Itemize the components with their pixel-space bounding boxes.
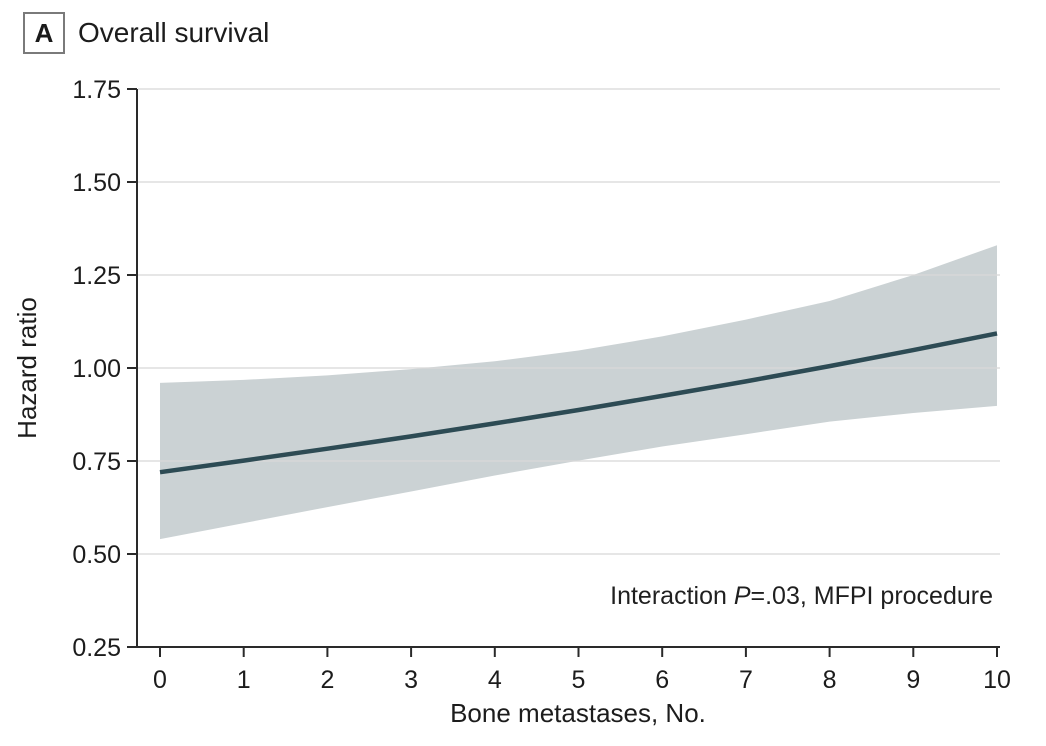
y-tick-label: 0.50: [72, 541, 121, 569]
ci-band: [160, 245, 997, 540]
x-tick-label: 4: [488, 666, 502, 694]
y-tick-label: 1.00: [72, 355, 121, 383]
x-tick-label: 10: [983, 666, 1011, 694]
x-tick-group: 0 1 2 3 4 5 6 7 8 9 10: [153, 647, 1011, 694]
x-tick-label: 3: [404, 666, 418, 694]
hazard-ratio-line: [159, 331, 998, 475]
interaction-annotation: Interaction P=.03, MFPI procedure: [610, 582, 993, 610]
x-tick-label: 8: [823, 666, 837, 694]
panel-label-badge: A: [23, 12, 65, 54]
x-tick-label: 2: [320, 666, 334, 694]
y-tick-label: 0.25: [72, 634, 121, 662]
y-tick-label: 1.75: [72, 76, 121, 104]
x-tick-label: 9: [906, 666, 920, 694]
ci-band-group: [160, 245, 997, 540]
x-tick-label: 6: [655, 666, 669, 694]
annotation-prefix: Interaction: [610, 582, 734, 610]
annotation-suffix: =.03, MFPI procedure: [751, 582, 993, 610]
x-tick-label: 0: [153, 666, 167, 694]
gridlines: [138, 88, 1000, 555]
y-tick-group: 0.25 0.50 0.75 1.00 1.25 1.50 1.75: [72, 76, 137, 662]
x-axis-label: Bone metastases, No.: [450, 698, 706, 728]
x-tick-label: 5: [572, 666, 586, 694]
hr-line-group: [159, 331, 998, 475]
y-tick-label: 0.75: [72, 448, 121, 476]
y-axis-label: Hazard ratio: [12, 297, 42, 439]
annotation-p-italic: P: [734, 582, 751, 610]
x-tick-label: 1: [237, 666, 251, 694]
panel-title: Overall survival: [78, 17, 270, 48]
y-tick-label: 1.50: [72, 169, 121, 197]
y-tick-label: 1.25: [72, 262, 121, 290]
x-tick-label: 7: [739, 666, 753, 694]
